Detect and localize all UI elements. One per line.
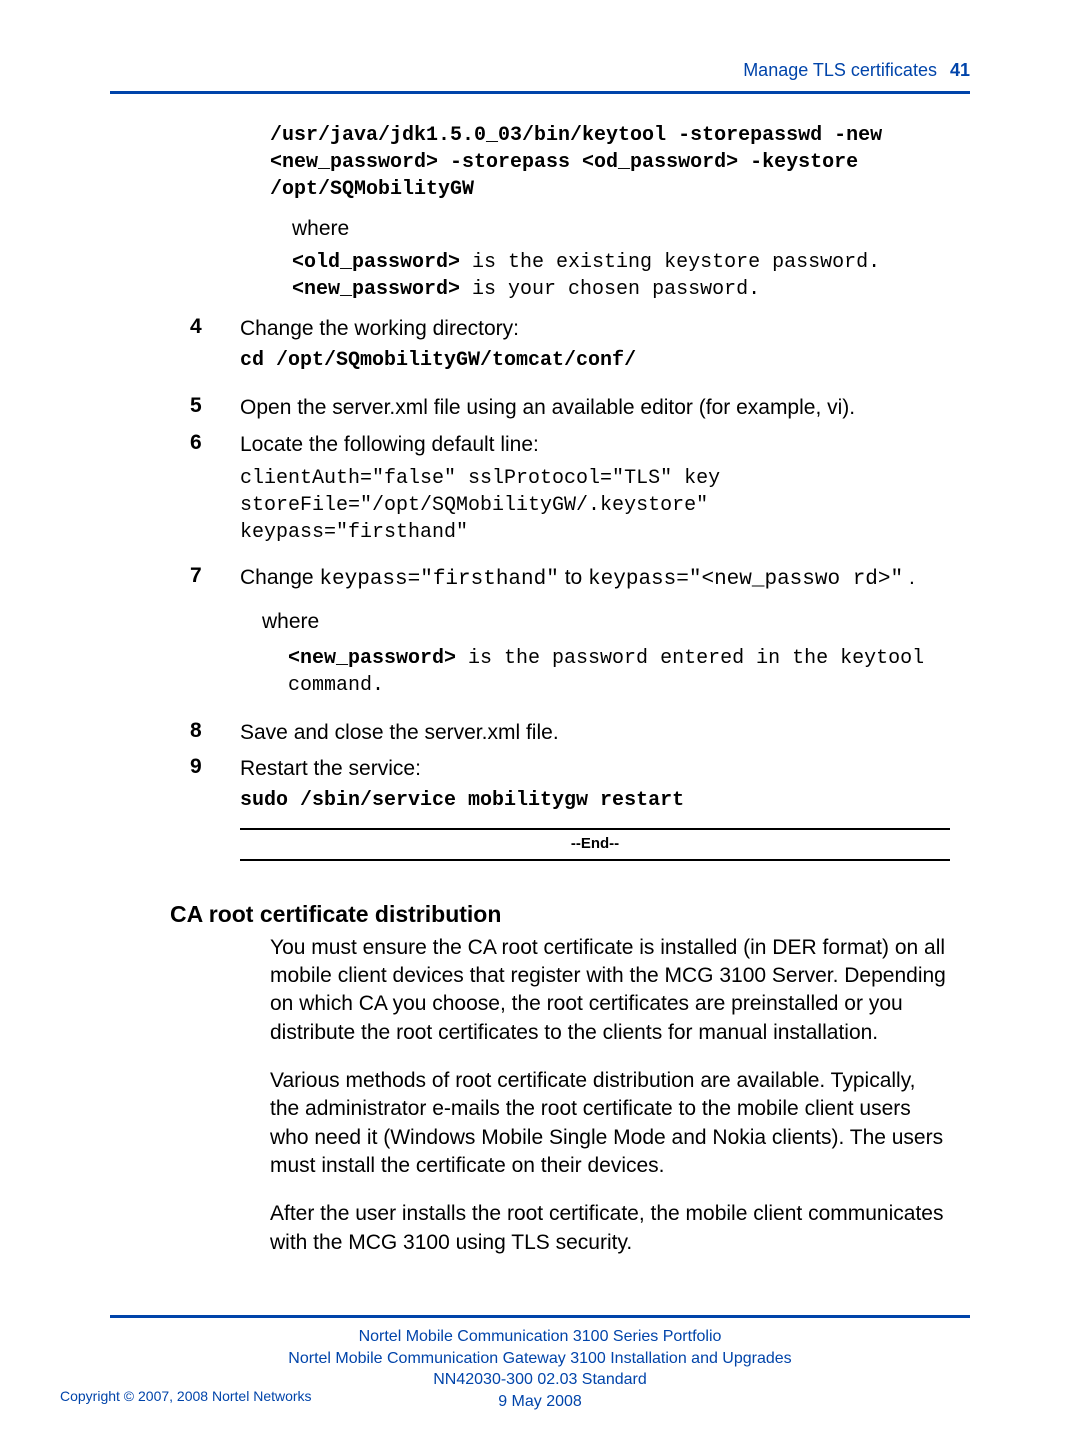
page-number: 41 [950,60,970,80]
step-8: 8 Save and close the server.xml file. [110,719,970,747]
page: Manage TLS certificates 41 /usr/java/jdk… [0,0,1080,1440]
running-header: Manage TLS certificates 41 [110,60,970,81]
old-password-desc: is the existing keystore password. [460,251,880,274]
step-text: Restart the service: [240,755,950,783]
command-block-top: /usr/java/jdk1.5.0_03/bin/keytool -store… [110,122,970,203]
where-block-1: where <old_password> is the existing key… [110,217,970,303]
t: to [559,566,588,589]
end-label: --End-- [240,830,950,858]
paragraph: After the user installs the root certifi… [270,1200,950,1257]
footer-rule [110,1315,970,1318]
step-5: 5 Open the server.xml file using an avai… [110,394,970,422]
old-password-term: <old_password> [292,251,460,274]
step-text: Locate the following default line: [240,431,950,459]
step-6: 6 Locate the following default line: cli… [110,431,970,556]
copyright: Copyright © 2007, 2008 Nortel Networks [60,1388,312,1404]
step-9: 9 Restart the service: sudo /sbin/servic… [110,755,970,867]
step-command: cd /opt/SQmobilityGW/tomcat/conf/ [240,347,950,374]
new-password-desc: is your chosen password. [460,278,760,301]
step-num: 9 [110,755,240,867]
keytool-command: /usr/java/jdk1.5.0_03/bin/keytool -store… [270,122,950,203]
step-num: 4 [110,315,240,386]
code-inline: keypass="<new_passwo rd>" [588,568,903,591]
footer-line: Nortel Mobile Communication 3100 Series … [110,1326,970,1348]
step-num: 7 [110,564,240,711]
step-text: Change keypass="firsthand" to keypass="<… [240,564,970,711]
footer-line: Nortel Mobile Communication Gateway 3100… [110,1348,970,1370]
end-separator: --End-- [240,828,950,860]
step-command: sudo /sbin/service mobilitygw restart [240,787,950,814]
step-7: 7 Change keypass="firsthand" to keypass=… [110,564,970,711]
step-text: Save and close the server.xml file. [240,719,970,747]
step-num: 8 [110,719,240,747]
step-text: Open the server.xml file using an availa… [240,394,970,422]
t: . [903,566,915,589]
where-label: where [292,217,950,241]
step-num: 5 [110,394,240,422]
t: Change [240,566,319,589]
new-password-term: <new_password> [288,647,456,670]
header-title: Manage TLS certificates [743,60,937,80]
header-rule [110,91,970,94]
new-password-term: <new_password> [292,278,460,301]
step-code: clientAuth="false" sslProtocol="TLS" key… [240,465,950,546]
paragraph: You must ensure the CA root certificate … [270,934,950,1047]
section-heading: CA root certificate distribution [170,901,970,928]
step-text: Change the working directory: [240,315,950,343]
where-defs-1: <old_password> is the existing keystore … [292,249,950,303]
step-num: 6 [110,431,240,556]
code-inline: keypass="firsthand" [319,568,558,591]
paragraph: Various methods of root certificate dist… [270,1067,950,1180]
where-defs-2: <new_password> is the password entered i… [262,645,950,699]
where-label: where [262,608,950,636]
step-4: 4 Change the working directory: cd /opt/… [110,315,970,386]
